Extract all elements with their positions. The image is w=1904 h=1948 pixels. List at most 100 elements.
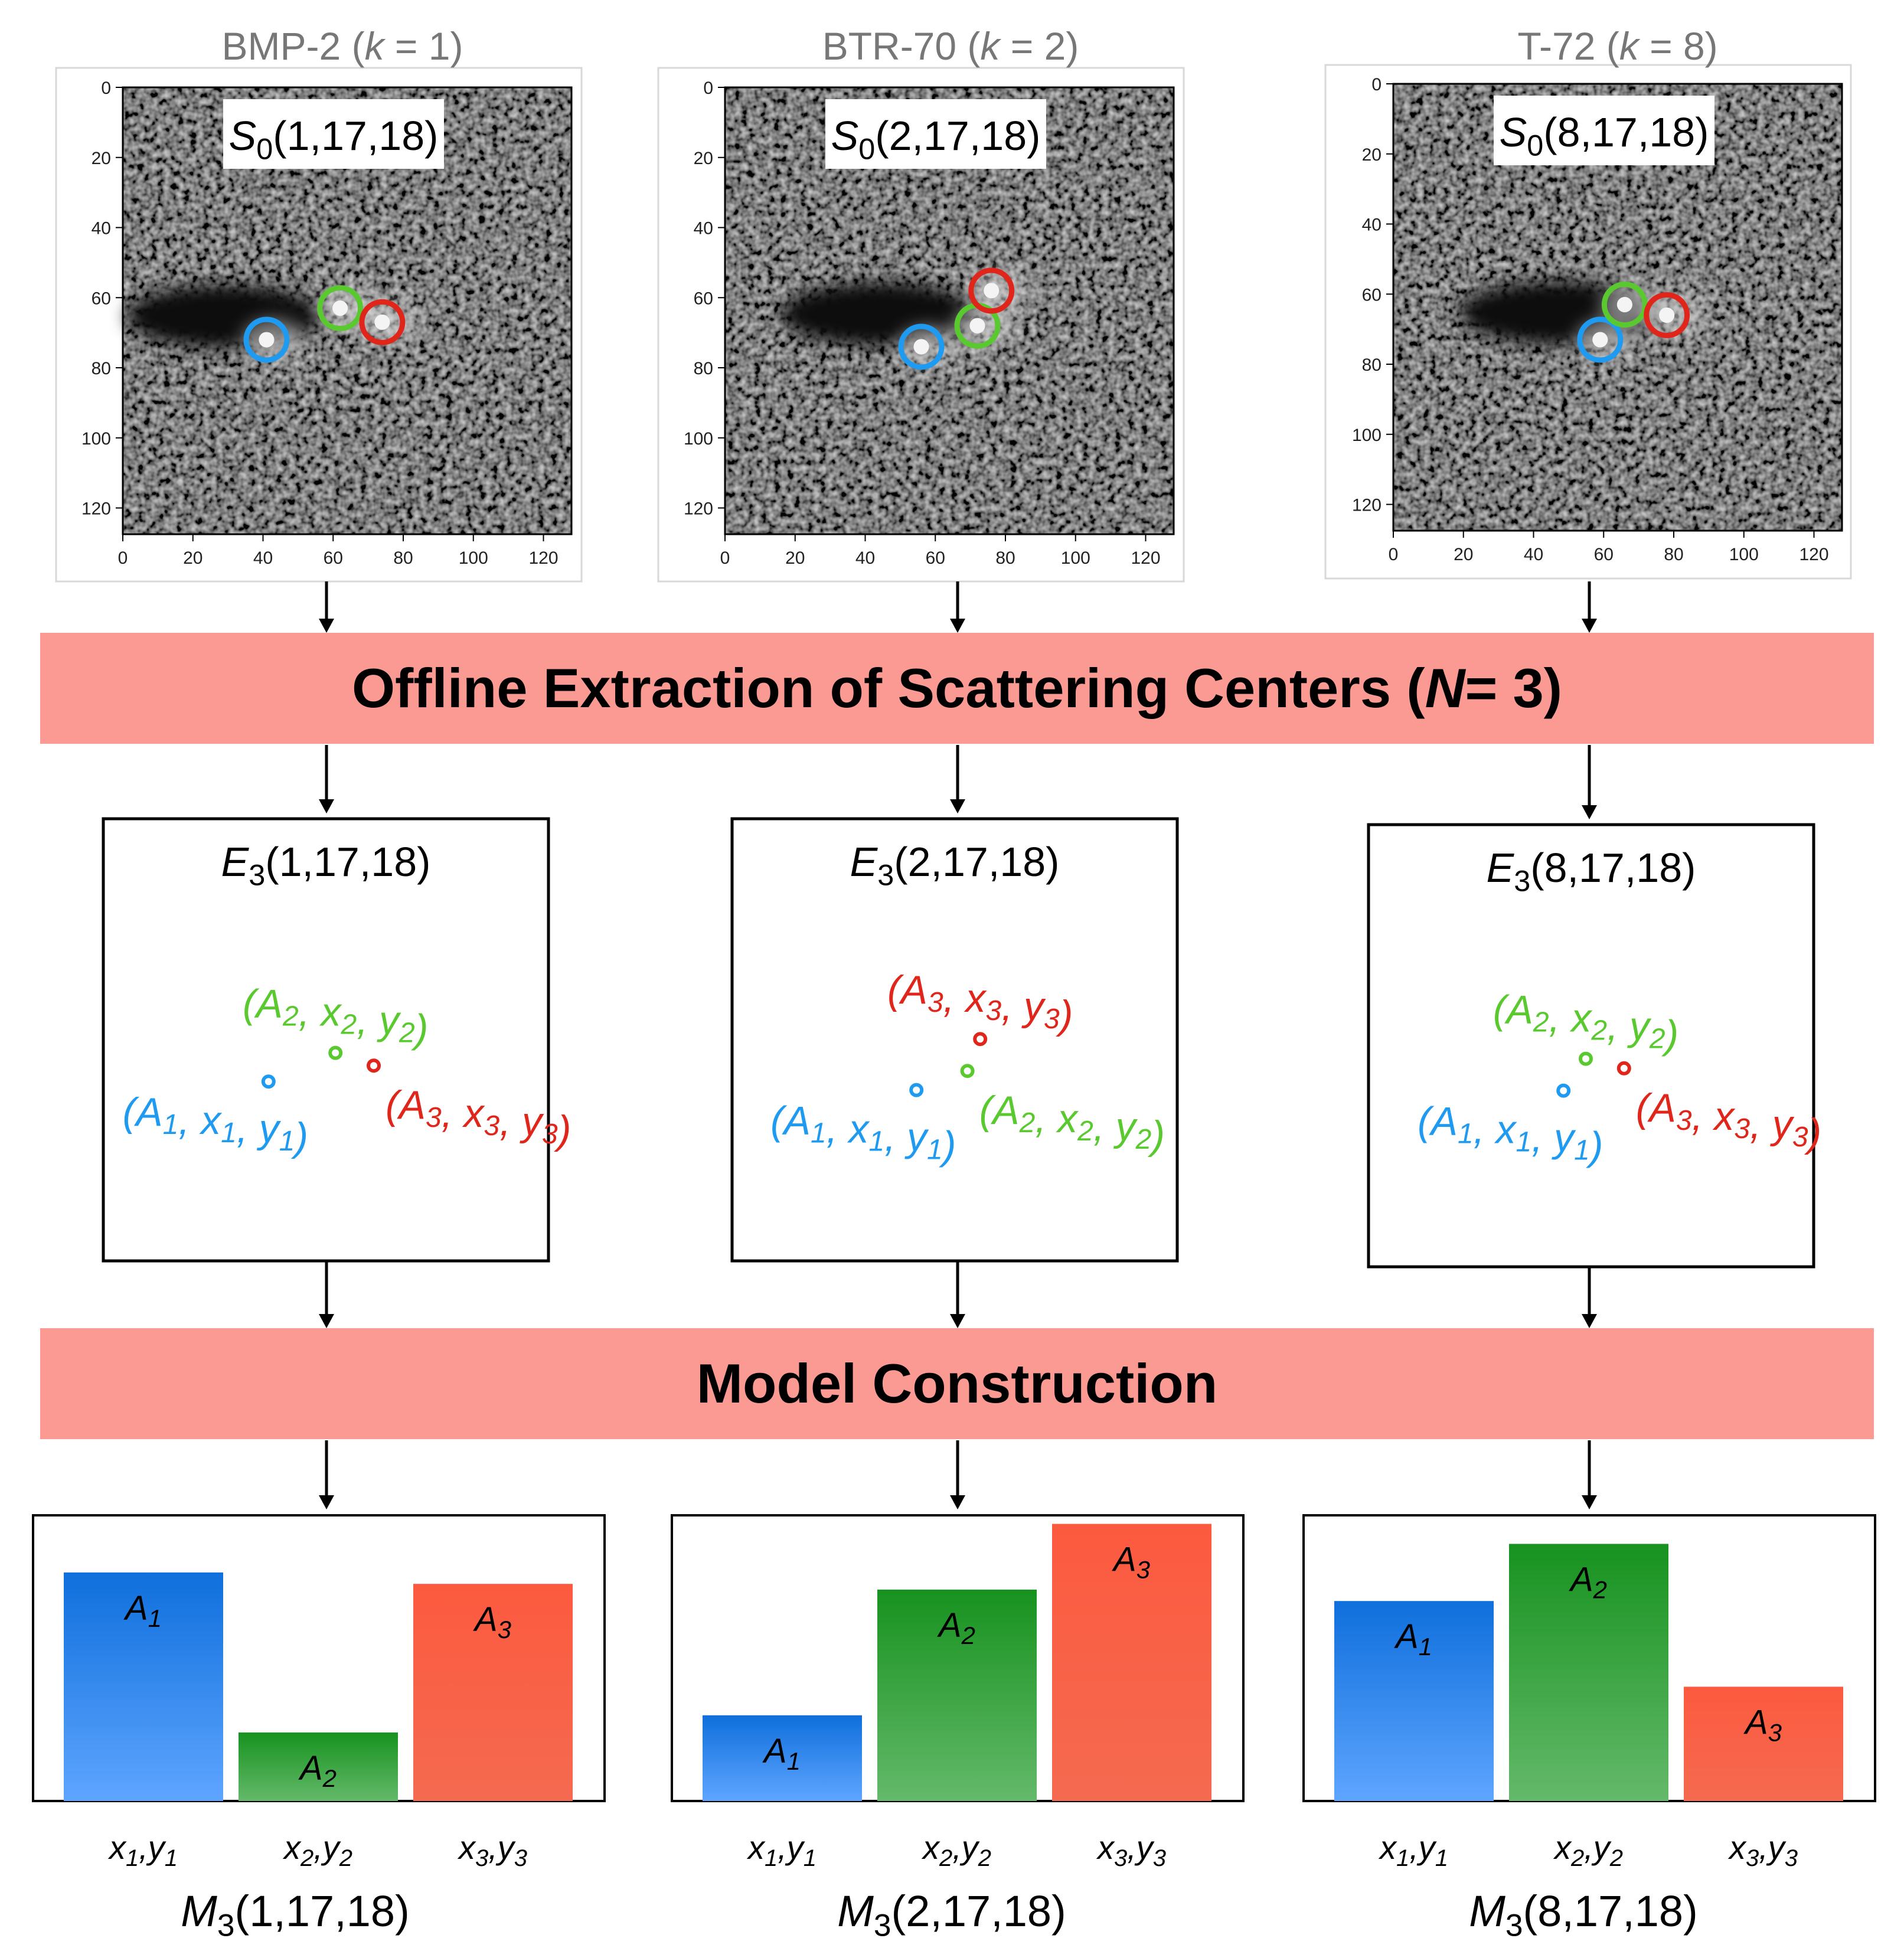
bar-tick-label: x3,y3 (457, 1829, 527, 1871)
tick-letter: y (1416, 1829, 1437, 1866)
point-label-text: , (1474, 1107, 1496, 1152)
flow-arrow-head (950, 1314, 965, 1328)
x-axis-tick-label: 0 (118, 548, 128, 568)
label-subscript: 0 (256, 132, 273, 165)
x-axis-tick-label: 20 (1454, 545, 1473, 564)
tick-subscript: 3 (1114, 1845, 1127, 1871)
tick-letter: x (107, 1829, 127, 1866)
offline-banner-var: N (1425, 657, 1465, 719)
bar-tick-label: x1,y1 (107, 1829, 178, 1871)
point-label-letter: x (319, 990, 342, 1035)
point-label-subscript: 1 (163, 1109, 179, 1140)
tick-letter: x (746, 1829, 766, 1866)
column-title-name: BMP-2 ( (221, 24, 365, 68)
bar-a3 (1684, 1686, 1843, 1801)
tick-subscript: 1 (126, 1845, 139, 1871)
tick-subscript: 3 (514, 1845, 527, 1871)
point-label-a1: (A1, x1, y1) (1418, 1099, 1603, 1169)
x-axis-tick-label: 80 (995, 548, 1015, 568)
point-label-text: , (1549, 996, 1572, 1041)
label-base: E (1487, 845, 1515, 891)
scatter-point-green (1579, 1051, 1593, 1066)
point-label-subscript: 2 (1533, 1007, 1549, 1038)
bar-label-subscript: 2 (1593, 1576, 1607, 1603)
bar-label-letter: A (473, 1600, 498, 1639)
x-axis-tick-label: 120 (528, 548, 558, 568)
point-label-a3: (A3, x3, y3) (386, 1083, 571, 1152)
bar-tick-label: x2,y2 (282, 1829, 352, 1871)
point-label-subscript: 1 (279, 1126, 295, 1157)
point-label-text: , (1001, 984, 1024, 1029)
tick-subscript: 2 (339, 1845, 352, 1871)
y-axis-tick-label: 80 (92, 359, 111, 378)
tick-subscript: 1 (1396, 1845, 1409, 1871)
point-label-subscript: 2 (282, 1001, 299, 1032)
y-axis-tick-label: 0 (703, 79, 713, 98)
extraction-box (1367, 823, 1815, 1269)
model-construction-banner: Model Construction (40, 1328, 1874, 1439)
label-base: S (831, 113, 859, 159)
tick-letter: x (1553, 1829, 1572, 1866)
flow-arrow-head (1582, 805, 1597, 819)
y-axis-tick-label: 40 (92, 219, 111, 238)
point-label-letter: y (1770, 1102, 1795, 1147)
scattering-circle-red (968, 267, 1015, 314)
bar-label-letter: A (1112, 1541, 1136, 1579)
bar-tick-label: x2,y2 (921, 1829, 991, 1871)
x-axis-tick-label: 60 (926, 548, 945, 568)
point-label-letter: y (1021, 984, 1046, 1029)
tick-letter: y (321, 1829, 341, 1866)
sar-hot-spot (259, 332, 275, 348)
tick-subscript: 2 (939, 1845, 952, 1871)
flow-arrow-head (319, 1314, 334, 1328)
bar-label-a3: A3 (1743, 1703, 1782, 1746)
label-base: S (1500, 109, 1527, 155)
bar-tick-label: x1,y1 (1378, 1829, 1448, 1871)
x-axis-tick-label: 40 (1524, 545, 1543, 564)
label-subscript: 0 (1527, 128, 1543, 162)
label-base: E (221, 839, 250, 885)
point-label-text: , (1093, 1104, 1116, 1149)
point-label-text: , (827, 1107, 849, 1152)
point-label-text: , (357, 998, 379, 1043)
tick-comma: , (778, 1829, 787, 1866)
extraction-box (102, 817, 550, 1263)
sar-hot-spot (332, 300, 348, 316)
point-label-letter: x (1494, 1107, 1517, 1152)
bar-label-letter: A (1394, 1617, 1419, 1656)
tick-comma: , (1759, 1829, 1768, 1866)
point-label-a3: (A3, x3, y3) (1636, 1086, 1821, 1155)
bar-label-a3: A3 (1112, 1541, 1150, 1584)
y-axis-tick-label: 60 (694, 289, 713, 308)
extraction-label: E3(8,17,18) (1487, 845, 1696, 897)
offline-banner-suffix: = 3) (1465, 657, 1563, 719)
y-axis-tick-label: 100 (684, 429, 713, 449)
flow-arrow-head (950, 619, 965, 633)
tick-letter: y (495, 1829, 516, 1866)
point-label-subscript: 2 (1591, 1015, 1607, 1047)
point-label-letter: y (377, 998, 401, 1043)
sar-image-border (724, 86, 1175, 535)
point-label-letter: x (1056, 1096, 1079, 1141)
point-label-subscript: 3 (1676, 1105, 1692, 1136)
point-label-subscript: 1 (927, 1135, 943, 1166)
label-args: (8,17,18) (1523, 1887, 1698, 1936)
x-axis-tick-label: 40 (253, 548, 273, 568)
point-label-text: , (1035, 1096, 1057, 1141)
x-axis-tick-label: 100 (459, 548, 488, 568)
point-label-subscript: 1 (1516, 1127, 1532, 1158)
tick-subscript: 2 (978, 1845, 991, 1871)
model-label: M3(8,17,18) (1469, 1887, 1697, 1943)
y-axis-tick-label: 0 (1371, 75, 1382, 94)
label-base: S (229, 113, 257, 159)
sar-hot-spot (913, 339, 929, 355)
bar-label-a2: A2 (298, 1749, 337, 1792)
y-axis-tick-label: 40 (1362, 215, 1382, 235)
point-label-subscript: 2 (1649, 1024, 1665, 1055)
bar-label-a1: A1 (762, 1732, 801, 1775)
bar-label-a1: A1 (1394, 1617, 1432, 1661)
point-label-subscript: 2 (1135, 1124, 1152, 1155)
point-label-text: , (237, 1106, 259, 1151)
point-label-a3: (A3, x3, y3) (887, 968, 1073, 1037)
point-label-subscript: 1 (1574, 1135, 1590, 1166)
